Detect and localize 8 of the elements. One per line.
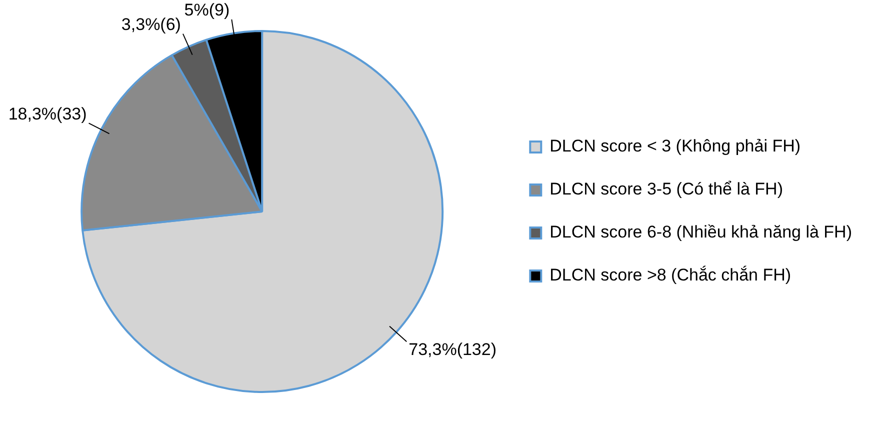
legend-label: DLCN score < 3 (Không phải FH) — [550, 136, 801, 156]
legend-label: DLCN score 6-8 (Nhiều khả năng là FH) — [550, 222, 852, 242]
legend-label: DLCN score >8 (Chắc chắn FH) — [550, 266, 792, 285]
data-label: 5%(9) — [184, 0, 230, 20]
data-label: 3,3%(6) — [121, 15, 181, 34]
legend-label: DLCN score 3-5 (Có thể là FH) — [550, 180, 783, 199]
data-label: 73,3%(132) — [408, 340, 497, 359]
data-label: 18,3%(33) — [8, 104, 87, 124]
